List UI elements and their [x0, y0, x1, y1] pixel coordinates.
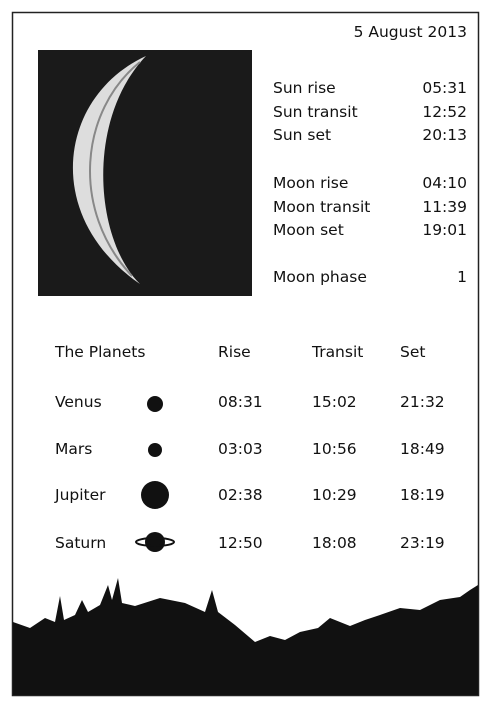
planet-time: 23:19 — [400, 533, 445, 553]
table-header: Set — [400, 342, 425, 362]
moon-phase-label: Moon phase — [273, 267, 367, 287]
jupiter-icon — [141, 481, 169, 509]
moon-label: Moon set — [273, 220, 344, 240]
venus-icon — [147, 396, 163, 412]
planet-name: Saturn — [55, 533, 106, 553]
table-header: Rise — [218, 342, 251, 362]
sun-label: Sun rise — [273, 78, 336, 98]
planet-time: 03:03 — [218, 439, 263, 459]
planet-time: 02:38 — [218, 485, 263, 505]
sun-time: 05:31 — [422, 78, 467, 98]
planet-time: 10:56 — [312, 439, 357, 459]
sun-time: 12:52 — [422, 102, 467, 122]
sun-label: Sun transit — [273, 102, 358, 122]
landscape — [13, 578, 478, 695]
moon-label: Moon transit — [273, 197, 370, 217]
moon-image — [38, 50, 252, 296]
table-header: Transit — [312, 342, 363, 362]
table-header: The Planets — [55, 342, 145, 362]
moon-time: 04:10 — [422, 173, 467, 193]
moon-time: 11:39 — [422, 197, 467, 217]
mars-icon — [148, 443, 162, 457]
moon-time: 19:01 — [422, 220, 467, 240]
planet-time: 08:31 — [218, 392, 263, 412]
planet-name: Mars — [55, 439, 92, 459]
planet-time: 10:29 — [312, 485, 357, 505]
planet-time: 18:19 — [400, 485, 445, 505]
moon-label: Moon rise — [273, 173, 348, 193]
sun-label: Sun set — [273, 125, 331, 145]
moon-phase-value: 1 — [457, 267, 467, 287]
planet-time: 15:02 — [312, 392, 357, 412]
planet-time: 21:32 — [400, 392, 445, 412]
planet-time: 18:08 — [312, 533, 357, 553]
planet-time: 12:50 — [218, 533, 263, 553]
sun-time: 20:13 — [422, 125, 467, 145]
planet-time: 18:49 — [400, 439, 445, 459]
planet-name: Venus — [55, 392, 102, 412]
planet-name: Jupiter — [55, 485, 106, 505]
date: 5 August 2013 — [354, 22, 467, 42]
saturn-icon — [136, 532, 174, 552]
screen: 5 August 2013 Sun rise05:31Sun transit12… — [0, 0, 491, 707]
